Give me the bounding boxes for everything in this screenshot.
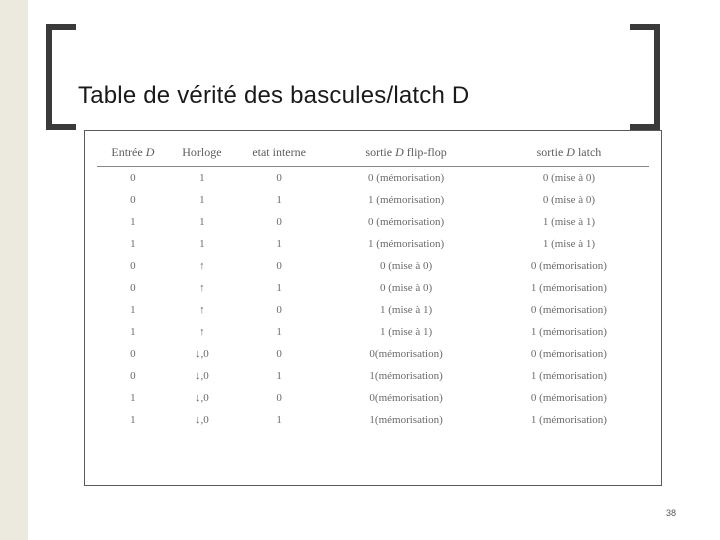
table-cell: ↓,0 bbox=[169, 387, 235, 409]
col-header-entree-d: Entrée D bbox=[97, 141, 169, 167]
slide-title: Table de vérité des bascules/latch D bbox=[78, 82, 469, 110]
table-row: 1↓,000(mémorisation)0 (mémorisation) bbox=[97, 387, 649, 409]
table-cell: 1 (mise à 1) bbox=[489, 233, 649, 255]
table-cell: 0 bbox=[97, 365, 169, 387]
table-cell: ↑ bbox=[169, 321, 235, 343]
table-cell: 0 (mise à 0) bbox=[489, 189, 649, 211]
col-header-sortie-flipflop: sortie D flip-flop bbox=[323, 141, 489, 167]
table-cell: 1 bbox=[235, 189, 323, 211]
table-cell: 0 bbox=[97, 255, 169, 277]
table-cell: 0 bbox=[235, 299, 323, 321]
table-cell: 0 (mise à 0) bbox=[323, 255, 489, 277]
page-number: 38 bbox=[666, 508, 676, 518]
table-cell: 0(mémorisation) bbox=[323, 387, 489, 409]
truth-table: Entrée D Horloge etat interne sortie D f… bbox=[97, 141, 649, 431]
table-cell: 1 bbox=[97, 299, 169, 321]
table-cell: 1 bbox=[235, 277, 323, 299]
table-cell: 1 (mise à 1) bbox=[489, 211, 649, 233]
table-cell: 0 (mémorisation) bbox=[323, 167, 489, 190]
table-cell: 0 bbox=[235, 211, 323, 233]
table-cell: 0 bbox=[97, 343, 169, 365]
table-cell: 0 bbox=[97, 189, 169, 211]
table-cell: 1 bbox=[97, 387, 169, 409]
table-cell: ↓,0 bbox=[169, 365, 235, 387]
table-cell: 0 bbox=[97, 277, 169, 299]
table-cell: 0 (mémorisation) bbox=[489, 387, 649, 409]
table-cell: 0 (mémorisation) bbox=[489, 299, 649, 321]
table-row: 0↓,000(mémorisation)0 (mémorisation) bbox=[97, 343, 649, 365]
left-accent-sidebar bbox=[0, 0, 28, 540]
table-cell: 1 (mémorisation) bbox=[489, 409, 649, 431]
table-cell: 0 bbox=[97, 167, 169, 190]
table-cell: ↑ bbox=[169, 277, 235, 299]
table-cell: 0 bbox=[235, 343, 323, 365]
table-cell: 1 bbox=[169, 167, 235, 190]
table-cell: ↓,0 bbox=[169, 409, 235, 431]
table-cell: 1 (mise à 1) bbox=[323, 321, 489, 343]
table-cell: 1 (mémorisation) bbox=[323, 233, 489, 255]
table-row: 1↑11 (mise à 1)1 (mémorisation) bbox=[97, 321, 649, 343]
table-cell: 0 (mise à 0) bbox=[323, 277, 489, 299]
col-header-etat-interne: etat interne bbox=[235, 141, 323, 167]
table-row: 1100 (mémorisation)1 (mise à 1) bbox=[97, 211, 649, 233]
col-header-sortie-latch: sortie D latch bbox=[489, 141, 649, 167]
table-cell: 1 (mémorisation) bbox=[489, 321, 649, 343]
table-cell: 1 bbox=[169, 233, 235, 255]
table-cell: 1 (mémorisation) bbox=[489, 365, 649, 387]
table-cell: 0 (mémorisation) bbox=[323, 211, 489, 233]
table-cell: 0 (mise à 0) bbox=[489, 167, 649, 190]
table-cell: 1 bbox=[235, 321, 323, 343]
table-row: 1111 (mémorisation)1 (mise à 1) bbox=[97, 233, 649, 255]
title-bracket-right-icon bbox=[630, 24, 660, 130]
table-row: 0↑00 (mise à 0)0 (mémorisation) bbox=[97, 255, 649, 277]
table-cell: 1 bbox=[97, 321, 169, 343]
truth-table-header-row: Entrée D Horloge etat interne sortie D f… bbox=[97, 141, 649, 167]
table-row: 0100 (mémorisation)0 (mise à 0) bbox=[97, 167, 649, 190]
table-cell: 0(mémorisation) bbox=[323, 343, 489, 365]
table-cell: 1 (mise à 1) bbox=[323, 299, 489, 321]
truth-table-container: Entrée D Horloge etat interne sortie D f… bbox=[84, 130, 662, 486]
table-cell: 1(mémorisation) bbox=[323, 365, 489, 387]
table-cell: 1(mémorisation) bbox=[323, 409, 489, 431]
table-cell: 1 bbox=[235, 365, 323, 387]
table-cell: 1 (mémorisation) bbox=[323, 189, 489, 211]
table-cell: 1 bbox=[169, 189, 235, 211]
table-row: 1↓,011(mémorisation)1 (mémorisation) bbox=[97, 409, 649, 431]
table-cell: ↑ bbox=[169, 299, 235, 321]
title-bracket-left-icon bbox=[46, 24, 76, 130]
table-cell: 1 bbox=[169, 211, 235, 233]
table-cell: 0 bbox=[235, 387, 323, 409]
table-row: 0111 (mémorisation)0 (mise à 0) bbox=[97, 189, 649, 211]
table-cell: 1 bbox=[97, 233, 169, 255]
table-cell: 1 bbox=[235, 233, 323, 255]
table-cell: ↓,0 bbox=[169, 343, 235, 365]
table-cell: 1 bbox=[97, 409, 169, 431]
table-cell: 1 bbox=[97, 211, 169, 233]
table-cell: 0 (mémorisation) bbox=[489, 343, 649, 365]
table-cell: ↑ bbox=[169, 255, 235, 277]
table-cell: 0 bbox=[235, 167, 323, 190]
table-cell: 0 (mémorisation) bbox=[489, 255, 649, 277]
table-row: 1↑01 (mise à 1)0 (mémorisation) bbox=[97, 299, 649, 321]
table-cell: 1 bbox=[235, 409, 323, 431]
table-cell: 1 (mémorisation) bbox=[489, 277, 649, 299]
table-row: 0↓,011(mémorisation)1 (mémorisation) bbox=[97, 365, 649, 387]
table-row: 0↑10 (mise à 0)1 (mémorisation) bbox=[97, 277, 649, 299]
col-header-horloge: Horloge bbox=[169, 141, 235, 167]
table-cell: 0 bbox=[235, 255, 323, 277]
